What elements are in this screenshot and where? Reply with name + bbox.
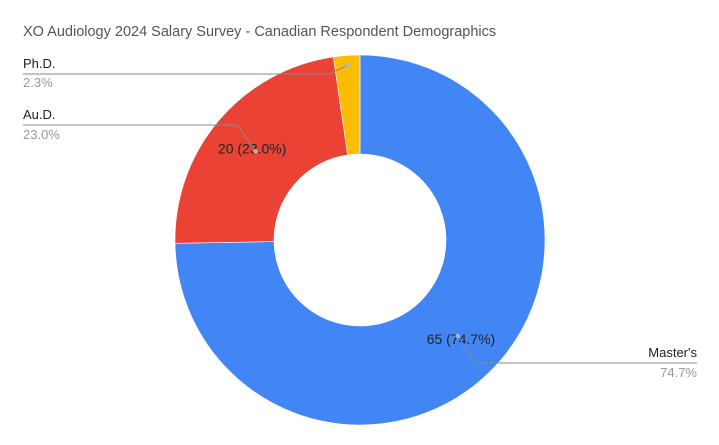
callouts-group: Master's 74.7% Au.D. 23.0% Ph.D. 2.3%: [23, 56, 697, 380]
slice-ph-d[interactable]: [333, 54, 361, 156]
leader-line-au-d: [23, 124, 256, 152]
callout-percent-ph-d: 2.3%: [23, 75, 53, 90]
data-label-au-d: 20 (23.0%): [218, 140, 286, 156]
slice-master-s[interactable]: [174, 54, 546, 426]
data-label-master-s: 65 (74.7%): [427, 331, 495, 347]
data-labels-group: 65 (74.7%) 20 (23.0%): [218, 140, 495, 347]
callout-name-au-d: Au.D.: [23, 107, 56, 122]
callout-name-master-s: Master's: [648, 345, 697, 360]
leader-dot-au-d: [253, 149, 258, 154]
leader-line-master-s: [457, 335, 697, 364]
callout-percent-master-s: 74.7%: [660, 365, 697, 380]
slice-au-d[interactable]: [174, 56, 348, 244]
chart-title: XO Audiology 2024 Salary Survey - Canadi…: [23, 24, 496, 40]
slices-group: [174, 54, 546, 426]
leader-line-ph-d: [23, 65, 348, 75]
leader-dot-master-s: [455, 333, 460, 339]
leader-dot-ph-d: [345, 63, 350, 68]
callout-name-ph-d: Ph.D.: [23, 56, 56, 71]
callout-percent-au-d: 23.0%: [23, 127, 60, 142]
